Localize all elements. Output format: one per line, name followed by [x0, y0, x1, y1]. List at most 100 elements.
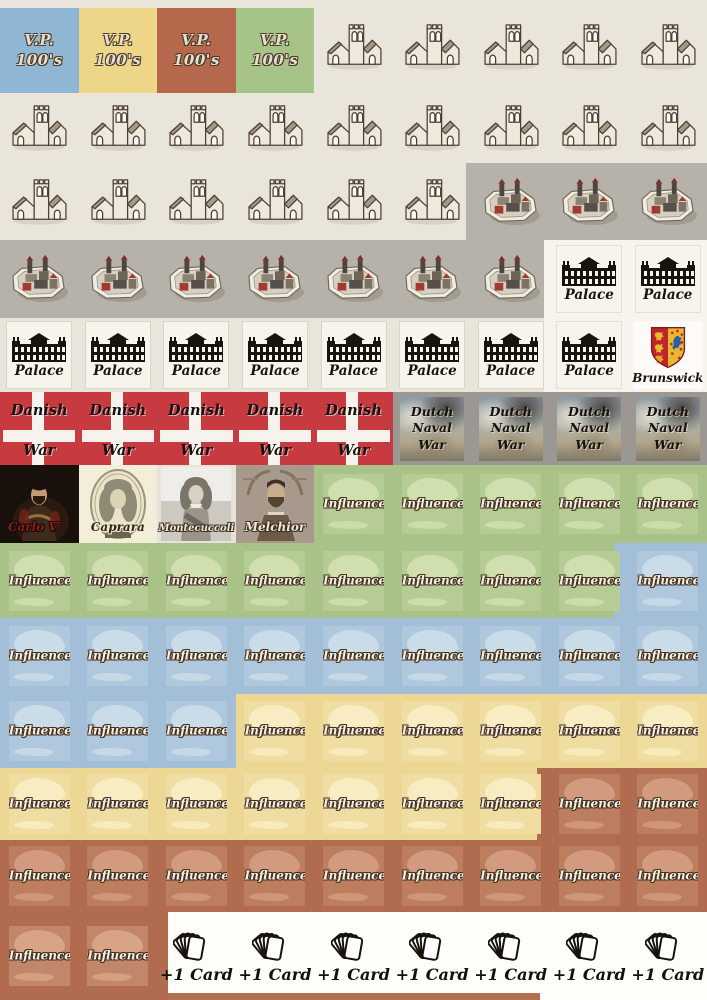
token-city[interactable] — [164, 253, 228, 305]
token-influence[interactable]: Influence — [323, 550, 385, 611]
token-influence[interactable]: Influence — [165, 550, 227, 611]
token-city[interactable] — [86, 253, 150, 305]
token-influence[interactable]: Influence — [637, 701, 699, 761]
token-plus-one-card[interactable]: +1 Card — [553, 929, 626, 984]
token-plus-one-card[interactable]: +1 Card — [396, 929, 469, 984]
token-influence[interactable]: Influence — [8, 774, 70, 834]
token-influence[interactable]: Influence — [480, 846, 542, 906]
token-vp-100s[interactable]: V.P. 100's — [235, 8, 315, 93]
token-city[interactable] — [322, 253, 386, 305]
token-influence[interactable]: Influence — [637, 474, 699, 534]
token-danish-war[interactable]: Danish War — [0, 392, 79, 465]
token-influence[interactable]: Influence — [323, 846, 385, 906]
token-influence[interactable]: Influence — [244, 550, 306, 611]
token-brunswick[interactable]: Brunswick — [632, 321, 703, 389]
token-church[interactable] — [10, 177, 68, 227]
token-palace[interactable]: Palace — [557, 322, 622, 388]
token-portrait-melchior[interactable]: Melchior — [235, 465, 315, 543]
token-plus-one-card[interactable]: +1 Card — [239, 929, 311, 984]
token-influence[interactable]: Influence — [8, 626, 70, 686]
token-influence[interactable]: Influence — [244, 626, 306, 686]
token-church[interactable] — [639, 22, 697, 72]
token-influence[interactable]: Influence — [558, 626, 620, 686]
token-church[interactable] — [639, 103, 697, 153]
token-influence[interactable]: Influence — [401, 626, 463, 686]
token-influence[interactable]: Influence — [480, 626, 542, 686]
token-influence[interactable]: Influence — [558, 550, 620, 611]
token-influence[interactable]: Influence — [558, 701, 620, 761]
token-city[interactable] — [479, 253, 543, 305]
token-danish-war[interactable]: Danish War — [314, 392, 393, 465]
token-palace[interactable]: Palace — [635, 246, 700, 312]
token-church[interactable] — [325, 22, 383, 72]
token-influence[interactable]: Influence — [558, 774, 620, 834]
token-church[interactable] — [482, 103, 540, 153]
token-influence[interactable]: Influence — [87, 846, 149, 906]
token-influence[interactable]: Influence — [401, 474, 463, 534]
token-influence[interactable]: Influence — [8, 846, 70, 906]
token-church[interactable] — [482, 22, 540, 72]
token-influence[interactable]: Influence — [637, 774, 699, 834]
token-church[interactable] — [89, 103, 147, 153]
token-portrait-caprara[interactable]: Caprara — [78, 465, 158, 543]
token-city[interactable] — [636, 176, 700, 228]
token-palace[interactable]: Palace — [557, 246, 622, 312]
token-dutch-naval-war[interactable]: Dutch Naval War — [478, 396, 543, 461]
token-influence[interactable]: Influence — [8, 701, 70, 761]
token-dutch-naval-war[interactable]: Dutch Naval War — [635, 396, 700, 461]
token-vp-100s[interactable]: V.P. 100's — [0, 8, 79, 93]
token-influence[interactable]: Influence — [165, 774, 227, 834]
token-portrait-carlo[interactable]: Carlo V — [0, 465, 79, 543]
token-city[interactable] — [400, 253, 464, 305]
token-influence[interactable]: Influence — [480, 474, 542, 534]
token-vp-100s[interactable]: V.P. 100's — [78, 8, 158, 93]
token-influence[interactable]: Influence — [165, 626, 227, 686]
token-influence[interactable]: Influence — [87, 550, 149, 611]
token-influence[interactable]: Influence — [637, 626, 699, 686]
token-plus-one-card[interactable]: +1 Card — [160, 929, 233, 984]
token-danish-war[interactable]: Danish War — [157, 392, 236, 465]
token-influence[interactable]: Influence — [8, 550, 70, 611]
token-church[interactable] — [246, 177, 304, 227]
token-church[interactable] — [246, 103, 304, 153]
token-palace[interactable]: Palace — [85, 322, 150, 388]
token-palace[interactable]: Palace — [7, 322, 72, 388]
token-influence[interactable]: Influence — [165, 846, 227, 906]
token-city[interactable] — [557, 176, 621, 228]
token-palace[interactable]: Palace — [321, 322, 386, 388]
token-church[interactable] — [167, 103, 225, 153]
token-vp-100s[interactable]: V.P. 100's — [157, 8, 236, 93]
token-influence[interactable]: Influence — [87, 701, 149, 761]
token-church[interactable] — [167, 177, 225, 227]
token-church[interactable] — [403, 103, 461, 153]
token-portrait-montecuccoli[interactable]: Montecuccoli — [157, 465, 236, 543]
token-influence[interactable]: Influence — [323, 626, 385, 686]
token-city[interactable] — [479, 176, 543, 228]
token-influence[interactable]: Influence — [558, 846, 620, 906]
token-church[interactable] — [403, 22, 461, 72]
token-city[interactable] — [7, 253, 71, 305]
token-city[interactable] — [243, 253, 307, 305]
token-plus-one-card[interactable]: +1 Card — [474, 929, 547, 984]
token-palace[interactable]: Palace — [164, 322, 229, 388]
token-influence[interactable]: Influence — [87, 626, 149, 686]
token-influence[interactable]: Influence — [165, 701, 227, 761]
token-influence[interactable]: Influence — [401, 701, 463, 761]
token-influence[interactable]: Influence — [244, 846, 306, 906]
token-church[interactable] — [560, 103, 618, 153]
token-influence[interactable]: Influence — [637, 550, 699, 611]
token-palace[interactable]: Palace — [478, 322, 543, 388]
token-dutch-naval-war[interactable]: Dutch Naval War — [557, 396, 622, 461]
token-influence[interactable]: Influence — [323, 474, 385, 534]
token-influence[interactable]: Influence — [244, 701, 306, 761]
token-influence[interactable]: Influence — [480, 701, 542, 761]
token-church[interactable] — [403, 177, 461, 227]
token-influence[interactable]: Influence — [87, 926, 149, 986]
token-church[interactable] — [325, 103, 383, 153]
token-influence[interactable]: Influence — [480, 774, 542, 834]
token-influence[interactable]: Influence — [558, 474, 620, 534]
token-plus-one-card[interactable]: +1 Card — [631, 929, 704, 984]
token-influence[interactable]: Influence — [401, 550, 463, 611]
token-influence[interactable]: Influence — [401, 774, 463, 834]
token-plus-one-card[interactable]: +1 Card — [317, 929, 390, 984]
